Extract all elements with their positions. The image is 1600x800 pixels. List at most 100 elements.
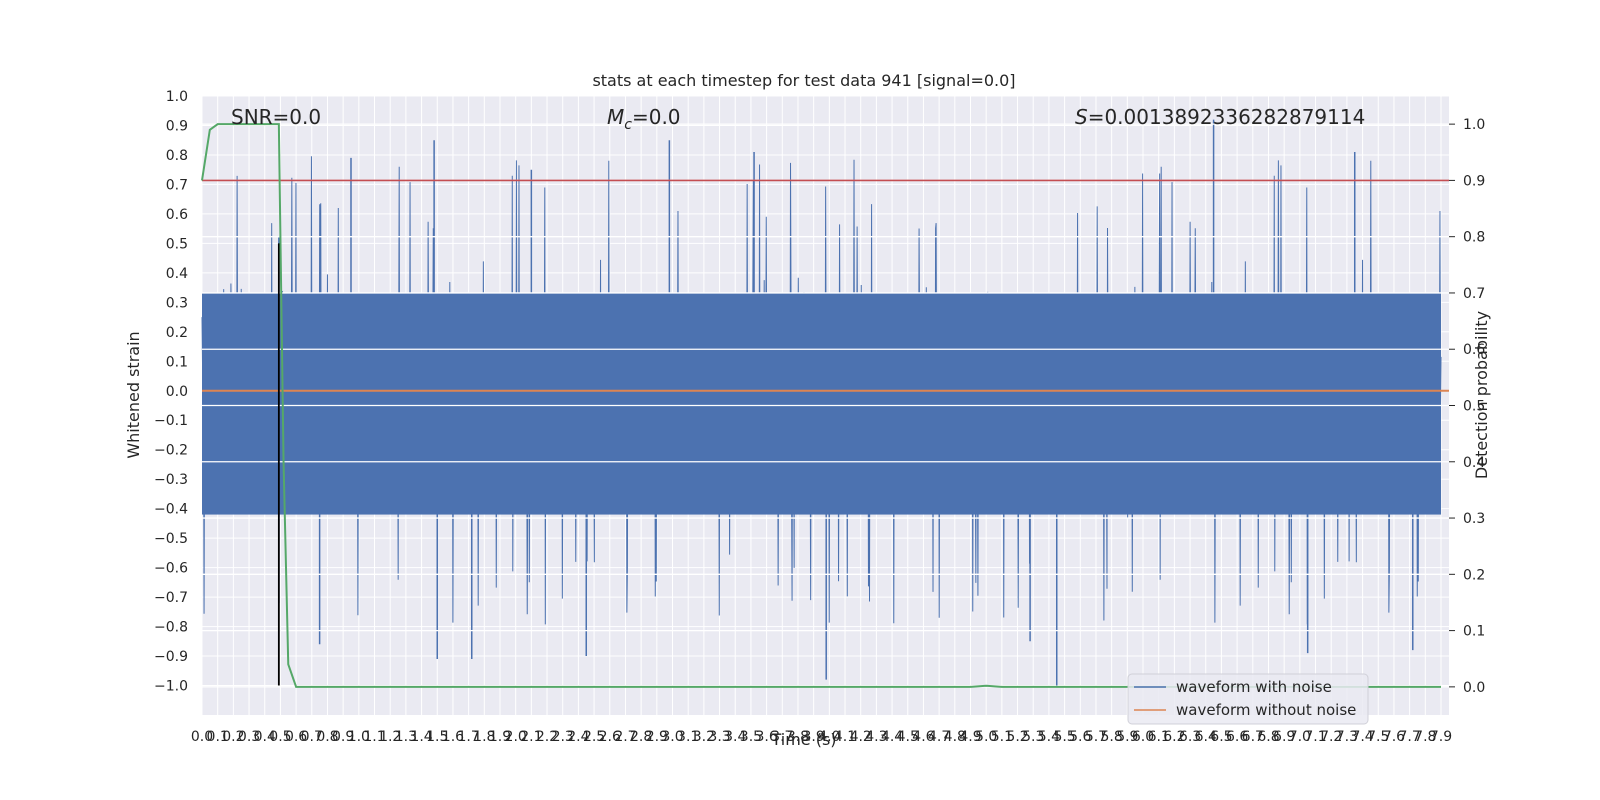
- x-tick-label: 4.2: [850, 729, 872, 745]
- x-tick-label: 4.6: [912, 729, 934, 745]
- x-tick-label: 7.1: [1304, 729, 1326, 745]
- y-left-tick-label: −0.9: [154, 649, 188, 665]
- y-right-tick-label: 0.0: [1463, 680, 1485, 696]
- x-tick-label: 1.8: [473, 729, 495, 745]
- x-tick-label: 3.2: [693, 729, 715, 745]
- x-tick-label: 3.8: [787, 729, 809, 745]
- s-symbol: S: [1075, 105, 1088, 129]
- y-left-tick-label: 0.5: [166, 236, 188, 252]
- s-annotation: S=0.0013892336282879114: [1075, 105, 1365, 129]
- legend: waveform with noise waveform without noi…: [1127, 673, 1369, 725]
- x-tick-label: 2.6: [599, 729, 621, 745]
- x-tick-label: 6.0: [1132, 729, 1154, 745]
- x-tick-label: 0.1: [207, 729, 229, 745]
- chart-title: stats at each timestep for test data 941…: [592, 71, 1015, 90]
- y-right-tick-labels: 1.0 0.9 0.8 0.7 0.6 0.5 0.4 0.3 0.2 0.1 0.0: [1449, 117, 1485, 696]
- x-tick-label: 5.6: [1069, 729, 1091, 745]
- x-tick-label: 2.1: [520, 729, 542, 745]
- x-tick-label: 6.2: [1163, 729, 1185, 745]
- y-right-tick-label: 0.3: [1463, 511, 1485, 527]
- y-left-tick-label: −0.2: [154, 443, 188, 459]
- y-left-tick-label: −0.1: [154, 413, 188, 429]
- x-tick-label: 1.1: [363, 729, 385, 745]
- y-axis-label-right: Detection probability: [1472, 311, 1491, 479]
- x-tick-label: 3.1: [677, 729, 699, 745]
- x-tick-label: 0.7: [301, 729, 323, 745]
- y-left-tick-label: −1.0: [154, 679, 188, 695]
- mc-symbol: M: [607, 105, 624, 129]
- legend-label-clean: waveform without noise: [1176, 701, 1356, 719]
- y-left-tick-label: −0.4: [154, 502, 188, 518]
- x-tick-label: 4.3: [865, 729, 887, 745]
- x-tick-label: 1.5: [426, 729, 448, 745]
- x-tick-label: 3.4: [724, 729, 746, 745]
- y-left-tick-label: 0.8: [166, 148, 188, 164]
- x-tick-label: 0.6: [285, 729, 307, 745]
- y-left-tick-label: −0.8: [154, 620, 188, 636]
- x-tick-label: 7.0: [1289, 729, 1311, 745]
- y-left-tick-label: 0.1: [166, 354, 188, 370]
- y-left-tick-label: −0.3: [154, 472, 188, 488]
- y-right-tick-label: 0.5: [1463, 399, 1485, 415]
- x-tick-label: 7.4: [1351, 729, 1373, 745]
- x-tick-label: 5.7: [1085, 729, 1107, 745]
- x-tick-label: 0.8: [316, 729, 338, 745]
- x-tick-label: 5.8: [1101, 729, 1123, 745]
- x-tick-label: 7.3: [1336, 729, 1358, 745]
- y-left-tick-label: 0.4: [166, 266, 188, 282]
- mc-annotation: Mc=0.0: [607, 105, 681, 133]
- x-tick-label: 1.6: [442, 729, 464, 745]
- x-tick-label: 0.3: [238, 729, 260, 745]
- noise-band: [202, 293, 1441, 515]
- x-tick-label: 3.7: [771, 729, 793, 745]
- mc-subscript: c: [624, 117, 632, 133]
- x-tick-label: 7.6: [1383, 729, 1405, 745]
- y-left-tick-labels: 1.0 0.9 0.8 0.7 0.6 0.5 0.4 0.3 0.2 0.1 0.0 −0.1 −0.…: [154, 89, 188, 695]
- legend-label-noise: waveform with noise: [1176, 678, 1332, 696]
- x-tick-label: 4.1: [834, 729, 856, 745]
- y-right-tick-label: 0.2: [1463, 567, 1485, 583]
- y-left-tick-label: 0.6: [166, 207, 188, 223]
- x-tick-label: 2.2: [536, 729, 558, 745]
- y-right-tick-label: 0.1: [1463, 624, 1485, 640]
- x-tick-label: 1.7: [457, 729, 479, 745]
- x-tick-label: 6.3: [1179, 729, 1201, 745]
- snr-annotation: SNR=0.0: [231, 105, 321, 129]
- x-tick-label: 2.5: [583, 729, 605, 745]
- x-tick-label: 5.4: [1038, 729, 1060, 745]
- x-tick-label: 6.5: [1210, 729, 1232, 745]
- y-left-tick-label: 0.9: [166, 118, 188, 134]
- x-tick-label: 5.5: [1053, 729, 1075, 745]
- x-tick-label: 6.6: [1226, 729, 1248, 745]
- x-tick-label: 5.9: [1116, 729, 1138, 745]
- y-left-tick-label: −0.6: [154, 561, 188, 577]
- x-tick-label: 4.4: [881, 729, 903, 745]
- x-tick-label: 2.7: [614, 729, 636, 745]
- x-tick-label: 3.6: [755, 729, 777, 745]
- x-tick-label: 6.7: [1242, 729, 1264, 745]
- y-left-tick-label: −0.5: [154, 531, 188, 547]
- x-tick-label: 3.3: [708, 729, 730, 745]
- x-tick-label: 1.0: [348, 729, 370, 745]
- x-tick-label: 2.9: [646, 729, 668, 745]
- x-tick-label: 3.5: [740, 729, 762, 745]
- x-tick-label: 0.2: [222, 729, 244, 745]
- x-tick-label: 7.8: [1414, 729, 1436, 745]
- y-right-tick-label: 1.0: [1463, 117, 1485, 133]
- x-tick-label: 1.9: [489, 729, 511, 745]
- x-tick-label: 0.5: [269, 729, 291, 745]
- x-tick-label: 4.7: [928, 729, 950, 745]
- x-tick-label: 5.1: [991, 729, 1013, 745]
- x-tick-label: 7.9: [1430, 729, 1452, 745]
- x-tick-label: 2.8: [630, 729, 652, 745]
- s-value: =0.0013892336282879114: [1088, 105, 1366, 129]
- x-tick-label: 3.0: [661, 729, 683, 745]
- y-right-tick-label: 0.7: [1463, 286, 1485, 302]
- y-left-tick-label: −0.7: [154, 590, 188, 606]
- y-left-tick-label: 1.0: [166, 89, 188, 105]
- y-left-tick-label: 0.3: [166, 295, 188, 311]
- series-waveform-with-noise: [201, 119, 1442, 686]
- x-tick-label: 4.9: [959, 729, 981, 745]
- y-right-tick-label: 0.8: [1463, 230, 1485, 246]
